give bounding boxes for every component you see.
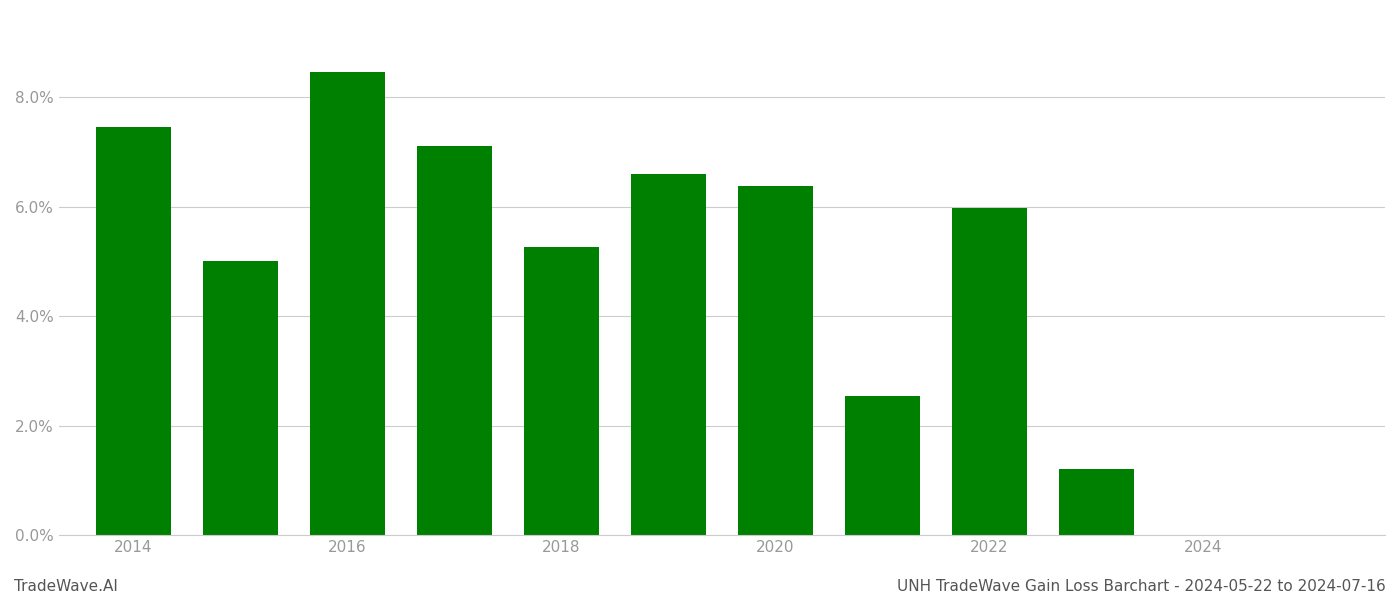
Bar	[738, 186, 813, 535]
Bar	[631, 174, 706, 535]
Text: UNH TradeWave Gain Loss Barchart - 2024-05-22 to 2024-07-16: UNH TradeWave Gain Loss Barchart - 2024-…	[897, 579, 1386, 594]
Bar	[309, 73, 385, 535]
Bar	[97, 127, 171, 535]
Bar	[524, 247, 599, 535]
Bar	[952, 208, 1026, 535]
Bar	[844, 396, 920, 535]
Bar	[417, 146, 491, 535]
Text: TradeWave.AI: TradeWave.AI	[14, 579, 118, 594]
Bar	[203, 262, 279, 535]
Bar	[1058, 469, 1134, 535]
